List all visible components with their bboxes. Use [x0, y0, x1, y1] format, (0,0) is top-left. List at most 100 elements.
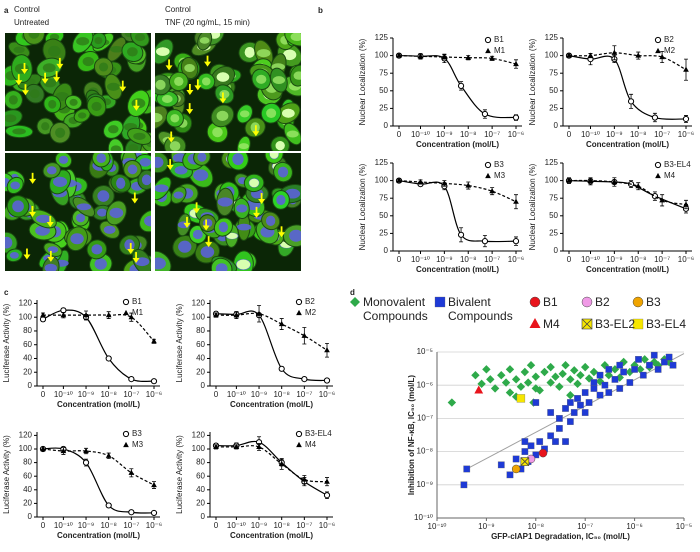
point	[513, 198, 519, 204]
arrow-head	[186, 109, 194, 115]
nucleus	[286, 130, 299, 138]
bright-nucleus	[236, 259, 251, 270]
nucleus	[216, 110, 229, 121]
x-tick-label: 0	[567, 130, 572, 139]
legend-label: M1	[132, 308, 144, 317]
point	[105, 452, 112, 458]
x-tick-label: 10⁻¹⁰	[54, 521, 73, 530]
nucleus	[28, 33, 40, 39]
nucleus	[110, 145, 122, 151]
arrow-head	[166, 165, 174, 171]
nucleus	[219, 89, 230, 99]
y-tick-label: 0	[554, 246, 559, 255]
x-tick-label: 10⁻⁸	[630, 255, 647, 264]
point	[581, 389, 589, 396]
nucleus	[76, 37, 90, 46]
x-tick-label: 10⁻¹⁰	[581, 255, 600, 264]
legend-marker	[295, 298, 303, 306]
y-tick-label: 100	[545, 51, 559, 60]
y-axis-title: Nuclear Localization (%)	[528, 163, 537, 250]
y-tick-label: 120	[192, 299, 206, 308]
nucleus	[76, 203, 92, 211]
nucleus	[97, 208, 108, 217]
point	[611, 376, 619, 383]
y-tick-label: 10⁻⁵	[417, 347, 433, 356]
point	[665, 353, 673, 361]
legend-label: B3	[646, 295, 661, 309]
y-axis-title: Nuclear Localization (%)	[528, 38, 537, 125]
point	[531, 384, 540, 393]
x-tick-label: 10⁻⁹	[478, 522, 495, 531]
micrograph	[5, 153, 151, 271]
y-tick-label: 40	[23, 485, 32, 494]
fit-curve	[568, 55, 687, 120]
point	[105, 502, 112, 509]
nucleus	[76, 213, 86, 223]
point	[233, 443, 240, 450]
y-axis-title: Luciferase Activity (%)	[2, 435, 11, 514]
point	[521, 438, 529, 445]
x-tick-label: 10⁻¹⁰	[227, 390, 246, 399]
nucleus	[91, 244, 103, 255]
nucleus	[236, 223, 252, 231]
fit-curve	[398, 55, 517, 65]
bright-nucleus	[275, 141, 285, 151]
point	[513, 60, 519, 67]
nucleus	[192, 229, 203, 240]
nucleus	[199, 37, 210, 44]
panel-label: d	[350, 288, 355, 297]
y-tick-label: 10⁻¹⁰	[414, 513, 433, 522]
y-tick-label: 120	[19, 431, 33, 440]
nucleus	[97, 190, 110, 202]
point	[683, 201, 689, 207]
image-title: Control	[14, 5, 40, 14]
image-title: Control	[165, 5, 191, 14]
legend-label: B3-EL2	[595, 317, 636, 331]
legend-label: M2	[664, 46, 676, 55]
point	[574, 395, 581, 402]
point	[82, 459, 90, 466]
y-tick-label: 40	[196, 485, 205, 494]
legend-marker	[296, 441, 302, 448]
y-tick-label: 25	[549, 229, 558, 238]
point	[83, 312, 89, 318]
point	[233, 312, 240, 318]
y-tick-label: 0	[384, 246, 389, 255]
nucleus	[29, 89, 40, 99]
nucleus	[155, 79, 166, 90]
point	[301, 332, 308, 338]
bright-nucleus	[226, 232, 238, 240]
y-axis-title: Nuclear Localization (%)	[358, 38, 367, 125]
y-tick-label: 75	[549, 193, 558, 202]
nucleus	[173, 191, 184, 199]
micrograph	[155, 33, 301, 151]
point	[417, 178, 424, 185]
point	[562, 438, 569, 445]
nucleus	[169, 141, 181, 151]
point	[505, 365, 515, 374]
point	[531, 372, 540, 381]
point	[547, 432, 555, 440]
y-tick-label: 0	[384, 121, 389, 130]
point	[556, 425, 563, 432]
y-axis-title: Luciferase Activity (%)	[175, 303, 184, 382]
legend-marker	[122, 298, 130, 306]
point	[596, 391, 604, 399]
legend-marker	[654, 36, 662, 44]
nucleus	[55, 127, 66, 138]
x-tick-label: 10⁻⁸	[460, 130, 477, 139]
point	[616, 385, 624, 392]
y-tick-label: 75	[549, 68, 558, 77]
y-tick-label: 100	[19, 444, 33, 453]
point	[566, 52, 572, 58]
y-tick-label: 75	[379, 193, 388, 202]
y-tick-label: 60	[23, 340, 32, 349]
legend-marker	[654, 161, 662, 169]
nucleus	[155, 112, 163, 123]
point	[581, 409, 589, 416]
nucleus	[46, 166, 57, 175]
nucleus	[161, 95, 173, 103]
nucleus	[139, 158, 151, 167]
y-tick-label: 100	[375, 51, 389, 60]
y-tick-label: 40	[196, 354, 205, 363]
